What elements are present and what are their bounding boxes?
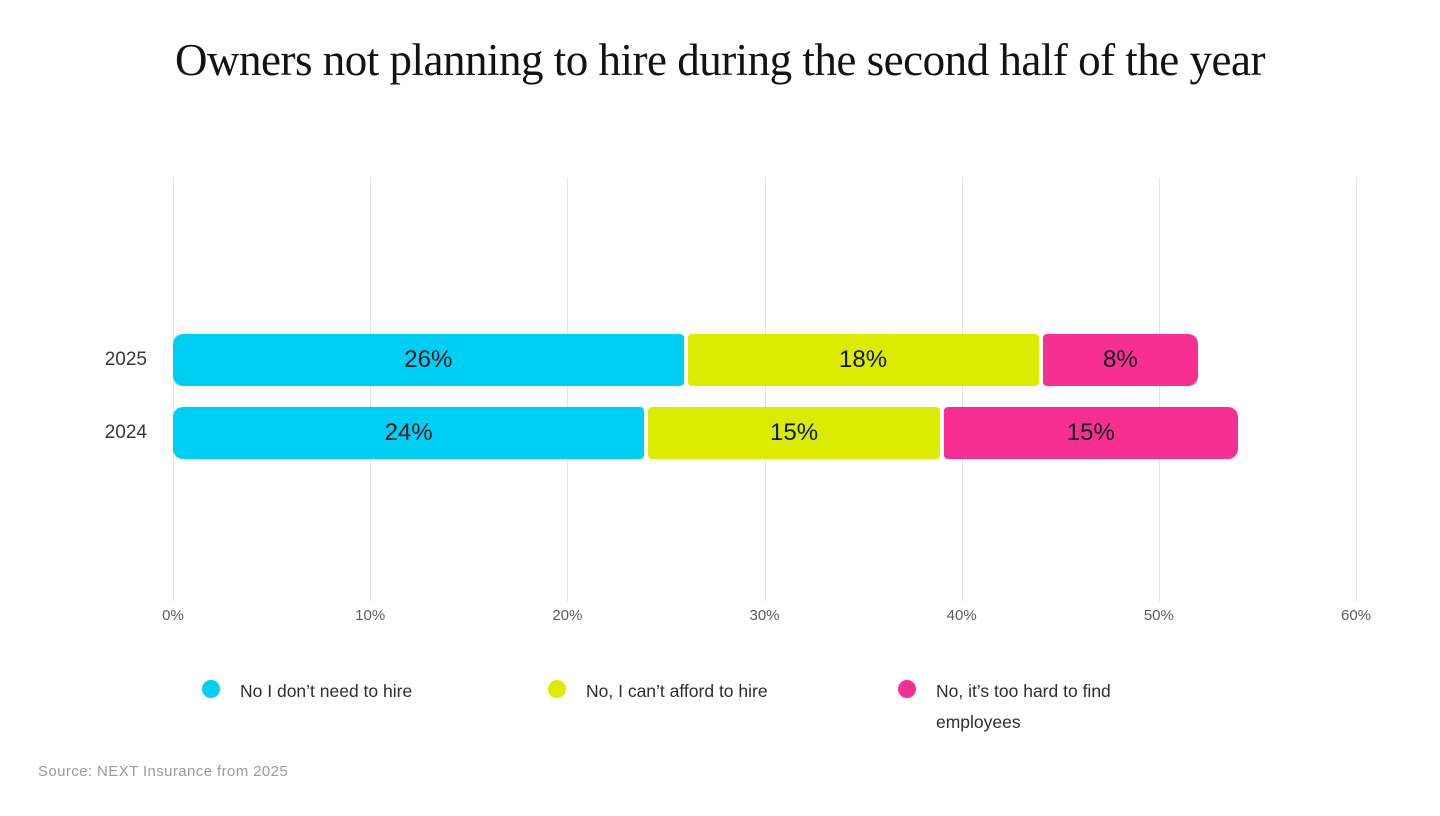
bar-segment: 15% bbox=[943, 407, 1238, 459]
bar-value-label: 18% bbox=[839, 346, 888, 373]
bar-value-label: 15% bbox=[1066, 419, 1115, 446]
x-tick-label: 50% bbox=[1143, 607, 1174, 624]
x-tick-label: 10% bbox=[355, 607, 386, 624]
bar-segment: 18% bbox=[687, 334, 1039, 386]
legend-item: No, it’s too hard to find employees bbox=[898, 676, 1176, 737]
bar-value-label: 15% bbox=[770, 419, 819, 446]
gridline bbox=[567, 178, 569, 602]
bar-segment: 15% bbox=[648, 407, 940, 459]
x-tick-label: 60% bbox=[1340, 607, 1372, 624]
x-tick-label: 30% bbox=[749, 607, 780, 624]
x-tick-label: 40% bbox=[946, 607, 977, 624]
legend-swatch-icon bbox=[202, 680, 220, 698]
x-tick-label: 20% bbox=[552, 607, 583, 624]
plot-area: 0% 10% 20% 30% 40% 50% 60% 2025 26% 18% 8% 2024 24% 1… bbox=[105, 178, 1371, 624]
y-category-label: 2025 bbox=[104, 349, 147, 370]
legend-label: No, it’s too hard to find employees bbox=[936, 681, 1111, 732]
gridline bbox=[764, 178, 766, 602]
bar-value-label: 26% bbox=[404, 346, 453, 373]
bar-value-label: 8% bbox=[1103, 346, 1138, 373]
bar-segment: 24% bbox=[173, 407, 645, 459]
bar-row: 2025 26% 18% 8% bbox=[105, 334, 1356, 386]
legend-label: No I don’t need to hire bbox=[240, 681, 413, 701]
legend: No I don’t need to hire No, I can’t affor… bbox=[0, 676, 1440, 766]
gridline bbox=[1158, 178, 1160, 602]
gridline bbox=[1356, 178, 1357, 602]
gridline bbox=[961, 178, 963, 602]
legend-item: No, I can’t afford to hire bbox=[548, 676, 768, 707]
bar-segment: 8% bbox=[1042, 334, 1199, 386]
legend-label: No, I can’t afford to hire bbox=[586, 681, 768, 701]
bar-value-label: 24% bbox=[384, 419, 433, 446]
gridline bbox=[370, 178, 372, 602]
chart-title: Owners not planning to hire during the s… bbox=[175, 35, 1265, 85]
x-tick-label: 0% bbox=[162, 607, 184, 624]
source-note: Source: NEXT Insurance from 2025 bbox=[38, 763, 289, 780]
y-category-label: 2024 bbox=[104, 422, 147, 443]
legend-swatch-icon bbox=[548, 680, 566, 698]
gridline bbox=[173, 178, 174, 602]
legend-item: No I don’t need to hire bbox=[202, 676, 412, 707]
bar-row: 2024 24% 15% 15% bbox=[105, 407, 1356, 459]
legend-swatch-icon bbox=[898, 680, 916, 698]
bar-segment: 26% bbox=[173, 334, 684, 386]
